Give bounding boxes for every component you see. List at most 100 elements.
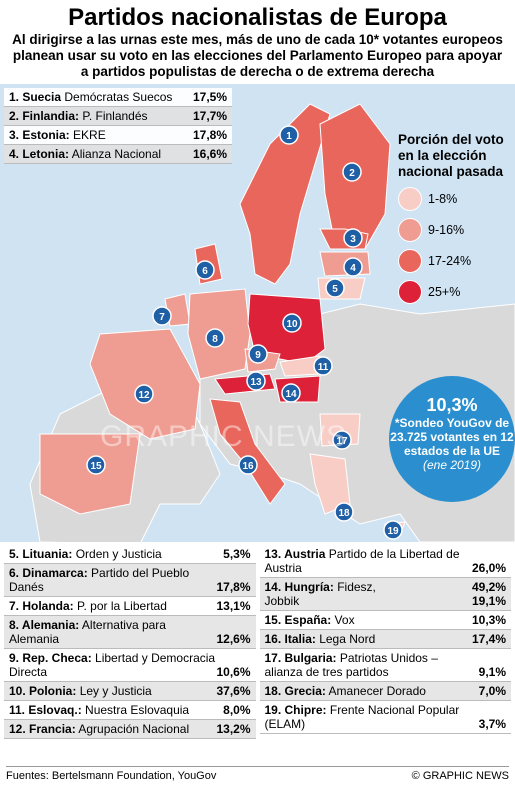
map-marker [205,328,225,348]
entry-value: 5,3% [223,547,251,561]
entry-label: 12. Francia: [9,722,76,736]
map-marker-label: 12 [138,390,150,401]
entry-value: 16,6% [192,147,227,161]
entry-value: 17,5% [192,90,227,104]
entry: 19. Chipre: Frente Nacional Popular (ELA… [259,701,511,734]
callout-text: *Sondeo YouGov de 23.725 votantes en 12 … [390,416,514,458]
entry: 10. Polonia: Ley y Justicia 37,6% [4,682,256,701]
entry-text: 14. Hungría: Fidesz, Jobbik [265,580,472,608]
map-marker-label: 19 [387,526,399,537]
entry-pct: 26,0% [472,561,506,575]
entry-label: 18. Grecia: [264,684,326,698]
entry-label: 2. Finlandia: [9,109,80,123]
map-marker-label: 7 [159,312,165,323]
legend-label: 1-8% [428,192,458,206]
entry-party: Amanecer Dorado [328,684,426,698]
france [89,328,201,440]
entry: 18. Grecia: Amanecer Dorado 7,0% [259,682,511,701]
map-marker-label: 15 [90,461,102,472]
entry-value: 26,0% [471,561,506,575]
entry-value: 7,0% [478,684,506,698]
map-marker-label: 14 [285,389,297,400]
watermark: GRAPHIC NEWS [100,420,348,453]
entry-value: 17,4% [471,632,506,646]
entry-label: 7. Holanda: [9,599,74,613]
entry-party: Fidesz, [337,580,376,594]
legend-item: 17-24% [398,249,513,273]
map-marker [383,520,403,540]
entry-text: 5. Lituania: Orden y Justicia [9,547,223,561]
legend-swatch [398,249,422,273]
entry-party: Nuestra Eslovaquia [85,703,190,717]
callout-date: (ene 2019) [422,458,482,472]
map-marker [134,384,154,404]
map-marker-label: 3 [350,234,356,245]
entry-party: Patriotas Unidos – alianza de tres parti… [264,651,438,679]
map-marker [246,371,266,391]
entry-party: Agrupación Nacional [78,722,190,736]
entry-party: EKRE [73,128,106,142]
entry: 16. Italia: Lega Nord 17,4% [259,630,511,649]
legend-label: 17-24% [428,254,472,268]
entry-label: 10. Polonia: [9,684,77,698]
entry: 13. Austria Partido de la Libertad de Au… [259,545,511,578]
entry-party: Alternativa para Alemania [9,618,166,646]
map-marker [343,228,363,248]
map-marker [343,257,363,277]
entry-label: 3. Estonia: [9,128,70,142]
map-marker-label: 17 [336,436,348,447]
entry-pct: 10,6% [216,665,250,679]
entry-value: 19,1% [471,594,506,608]
legend-item: 9-16% [398,218,513,242]
entry: 7. Holanda: P. por la Libertad 13,1% [4,597,256,616]
entry-pct: 17,5% [193,90,227,104]
entry: 9. Rep. Checa: Libertad y Democracia Dir… [4,649,256,682]
map-marker-label: 9 [255,350,261,361]
entry: 6. Dinamarca: Partido del Pueblo Danés 17… [4,564,256,597]
entry: 17. Bulgaria: Patriotas Unidos – alianza… [259,649,511,682]
entry-label: 8. Alemania: [9,618,80,632]
entry-pct: 12,6% [216,632,250,646]
entry: 15. España: Vox 10,3% [259,611,511,630]
entry-text: 16. Italia: Lega Nord [265,632,472,646]
map-marker [281,383,301,403]
map-marker [313,356,333,376]
callout-value: 10,3% [426,395,478,415]
entry-value: 10,3% [471,613,506,627]
legend: Porción del voto en la elección nacional… [398,132,513,304]
entry: 8. Alemania: Alternativa para Alemania 12… [4,616,256,649]
entry-text: 6. Dinamarca: Partido del Pueblo Danés [9,566,216,594]
entry-text: 9. Rep. Checa: Libertad y Democracia Dir… [9,651,216,679]
entry-pct: 16,6% [193,147,227,161]
map-marker-label: 1 [286,131,292,142]
entry-pct: 9,1% [479,665,506,679]
map-marker [248,344,268,364]
entry-value: 49,2% [471,580,506,594]
entry: 11. Eslovaq.: Nuestra Eslovaquia 8,0% [4,701,256,720]
entry-text: 1. Suecia Demócratas Suecos [9,90,193,104]
entry: 14. Hungría: Fidesz, Jobbik 49,2% 19,1% [259,578,511,611]
entry-value: 8,0% [223,703,251,717]
map-marker [332,430,352,450]
entry-pct: 13,1% [216,599,250,613]
entry-pct: 49,2% 19,1% [472,580,506,608]
map-marker [279,125,299,145]
legend-item: 1-8% [398,187,513,211]
entry-pct: 3,7% [479,717,506,731]
entry-pct: 5,3% [223,547,250,561]
entry: 12. Francia: Agrupación Nacional 13,2% [4,720,256,739]
entry-label: 5. Lituania: [9,547,73,561]
entry-pct: 17,8% [216,580,250,594]
map-marker [342,162,362,182]
map-marker [86,455,106,475]
entry-party: Ley y Justicia [79,684,152,698]
entry-text: 17. Bulgaria: Patriotas Unidos – alianza… [265,651,479,679]
entry-text: 19. Chipre: Frente Nacional Popular (ELA… [265,703,479,731]
italy [209,398,286,505]
entry-text: 11. Eslovaq.: Nuestra Eslovaquia [9,703,223,717]
subtitle: Al dirigirse a las urnas este mes, más d… [12,32,503,79]
entry-label: 15. España: [264,613,332,627]
title: Partidos nacionalistas de Europa [68,4,447,31]
entry-label: 17. Bulgaria: [264,651,337,665]
legend-label: 9-16% [428,223,465,237]
